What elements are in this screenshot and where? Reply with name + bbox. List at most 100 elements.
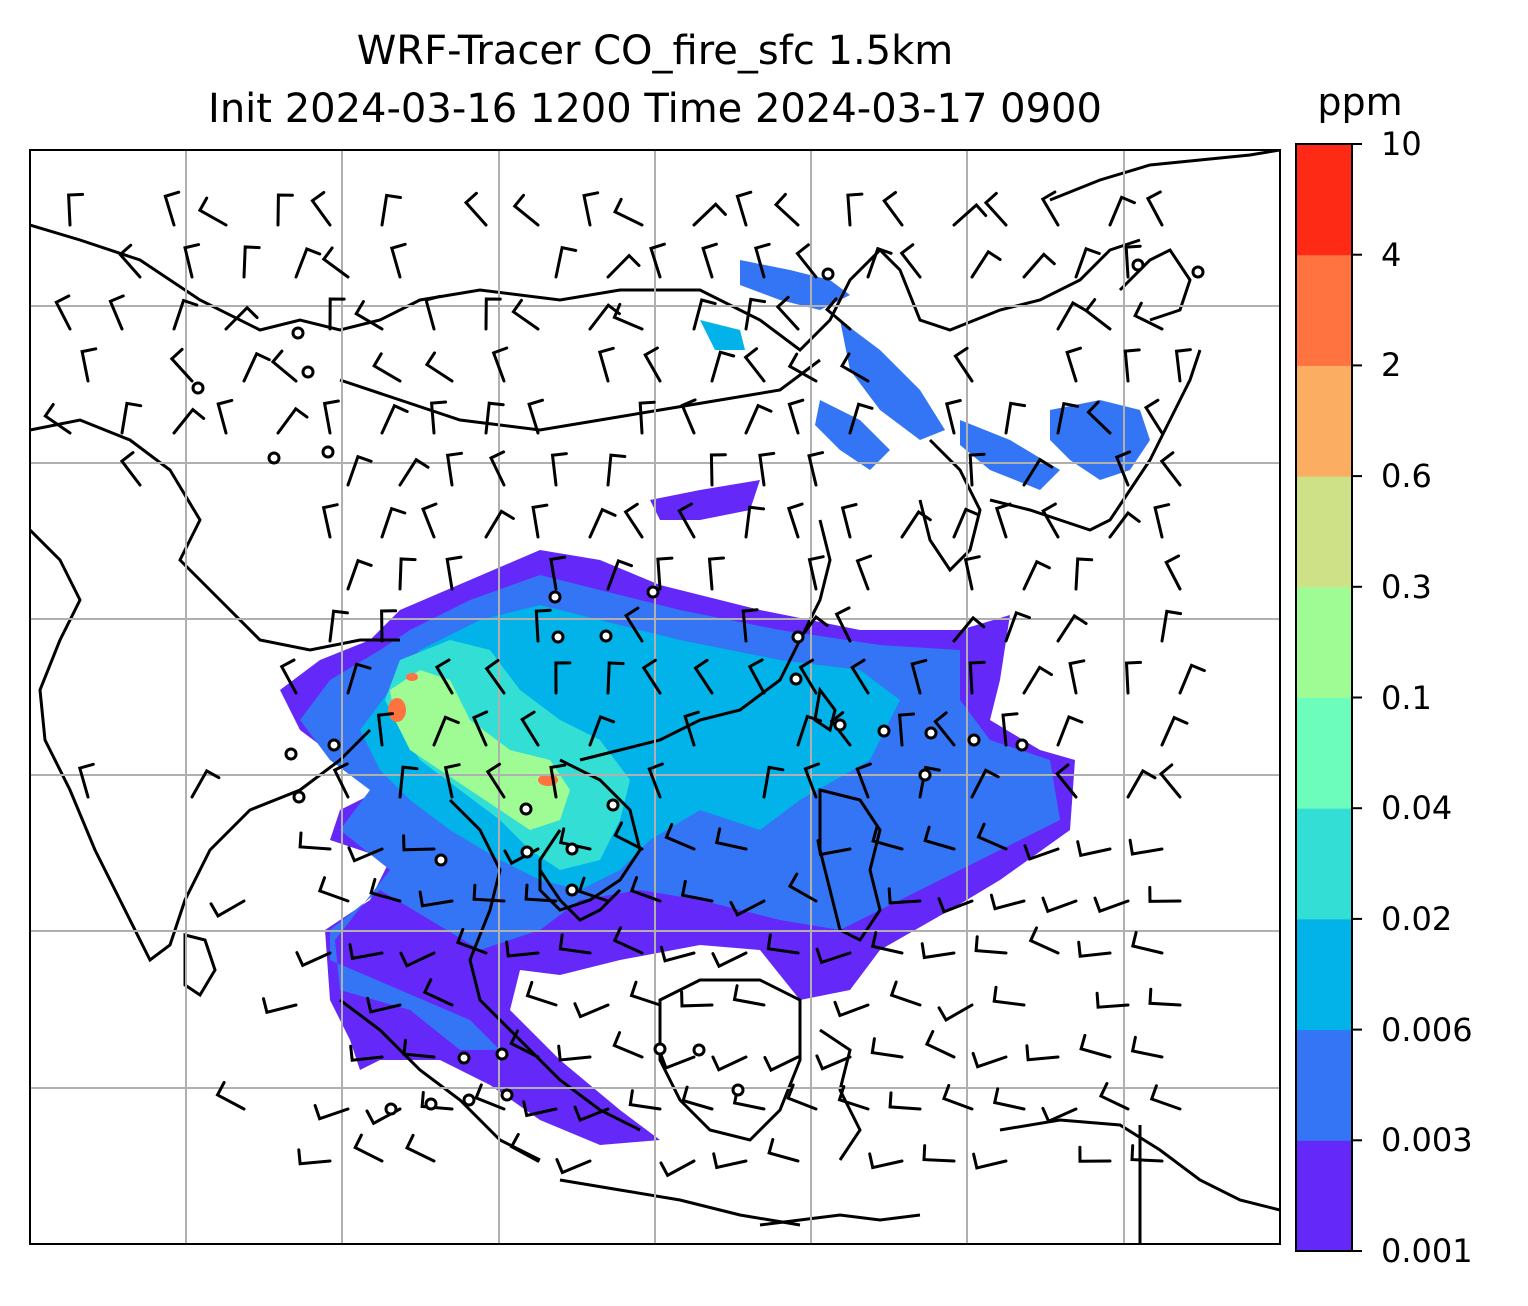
wind-barb <box>322 399 340 435</box>
wind-barb <box>509 1029 540 1059</box>
wind-barb <box>937 1003 974 1022</box>
wind-barb <box>443 763 461 799</box>
wind-barb <box>870 1037 904 1059</box>
wind-barb <box>833 1000 870 1018</box>
wind-barb <box>366 996 402 1014</box>
wind-barb <box>994 502 1012 539</box>
wind-barb <box>647 762 664 799</box>
wind-barb <box>1158 763 1182 799</box>
wind-barb <box>422 978 454 1007</box>
colorbar-tick-label: 0.04 <box>1381 789 1453 828</box>
wind-barb <box>597 346 615 383</box>
map-area <box>30 150 1280 1244</box>
wind-barb <box>970 768 1000 799</box>
plume-north-5 <box>1050 400 1150 480</box>
wind-barb <box>190 768 221 799</box>
wind-barb <box>1130 1144 1164 1163</box>
wind-barb <box>1056 715 1084 747</box>
wind-barb <box>183 243 201 279</box>
wind-barb <box>346 454 373 487</box>
wind-barb <box>424 351 454 383</box>
wind-barb <box>882 191 904 227</box>
calm-marker <box>548 590 562 604</box>
plume-north-2 <box>840 320 945 440</box>
wind-barb <box>846 192 864 227</box>
colorbar-tick-label: 0.003 <box>1381 1121 1473 1160</box>
wind-barb <box>732 984 766 1007</box>
wind-barb <box>968 452 986 487</box>
wind-barb <box>747 658 766 695</box>
wind-barb <box>1025 1044 1060 1062</box>
wind-barb <box>974 935 1008 955</box>
calm-marker <box>918 768 932 782</box>
wind-barb <box>910 658 928 695</box>
wind-barb <box>1093 896 1130 914</box>
colorbar-tick-label: 0.02 <box>1381 899 1453 938</box>
calm-marker <box>457 1051 471 1065</box>
wind-barb <box>606 558 633 591</box>
plume-peak-3 <box>406 673 418 681</box>
wind-barb <box>118 243 142 279</box>
calm-marker <box>565 842 579 856</box>
wind-barb <box>463 191 488 227</box>
wind-barb <box>402 1038 436 1059</box>
wind-barb <box>1022 252 1056 279</box>
colorbar-segment <box>1296 144 1352 256</box>
wind-barb <box>310 191 332 227</box>
wind-barb <box>972 1152 1008 1170</box>
wind-barb <box>215 1081 246 1111</box>
wind-barb <box>816 839 852 857</box>
wind-barb <box>712 1152 748 1170</box>
calm-wind-markers <box>191 258 1205 1116</box>
colorbar-segment <box>1296 1029 1352 1141</box>
wind-barb <box>677 502 696 539</box>
coast-india-west <box>30 528 372 963</box>
wind-barb <box>976 822 1008 851</box>
wind-barb <box>108 294 125 331</box>
wind-barb <box>172 298 199 331</box>
wind-barb <box>649 242 666 279</box>
colorbar-segment <box>1296 697 1352 809</box>
colorbar-tick-label: 0.006 <box>1381 1010 1473 1049</box>
plume-north-1 <box>740 260 850 310</box>
wind-barb <box>1041 502 1060 539</box>
wind-barb <box>1148 885 1182 903</box>
wind-barb <box>471 710 489 747</box>
wind-barb <box>294 247 322 279</box>
wind-barb <box>1041 1106 1078 1124</box>
wind-barb <box>347 846 384 863</box>
wind-barb <box>1054 763 1078 799</box>
coast-china-east <box>579 519 832 762</box>
wind-barb <box>970 249 1002 279</box>
wind-barb <box>983 191 1008 227</box>
wind-barb <box>588 714 616 747</box>
wind-barb <box>484 509 515 539</box>
wind-barb <box>421 502 438 539</box>
wind-barb <box>735 190 753 227</box>
wind-barb <box>871 826 904 851</box>
wind-barb <box>1056 613 1088 643</box>
wind-barb <box>573 1002 610 1019</box>
co-plume <box>280 260 1150 1145</box>
wind-barb <box>295 951 332 968</box>
calm-marker <box>791 630 805 644</box>
wind-barb <box>709 453 727 487</box>
coast-sea-peninsula <box>448 798 641 1132</box>
wind-barb <box>968 660 986 695</box>
wind-barb <box>1148 987 1182 1007</box>
wind-barb <box>1040 190 1060 227</box>
wind-barb <box>953 346 974 383</box>
calm-marker <box>1191 265 1205 279</box>
wind-barb <box>606 661 625 695</box>
wind-barb <box>803 762 820 799</box>
wind-barb <box>786 502 804 539</box>
calm-marker <box>924 726 938 740</box>
wind-barb <box>920 942 956 960</box>
wind-barb <box>558 827 592 851</box>
coast-borneo <box>658 978 802 1142</box>
calm-marker <box>384 1102 398 1116</box>
wind-barb <box>855 762 872 799</box>
calm-marker <box>1131 258 1145 272</box>
wind-barb <box>834 606 852 643</box>
wind-barb <box>1041 896 1078 914</box>
